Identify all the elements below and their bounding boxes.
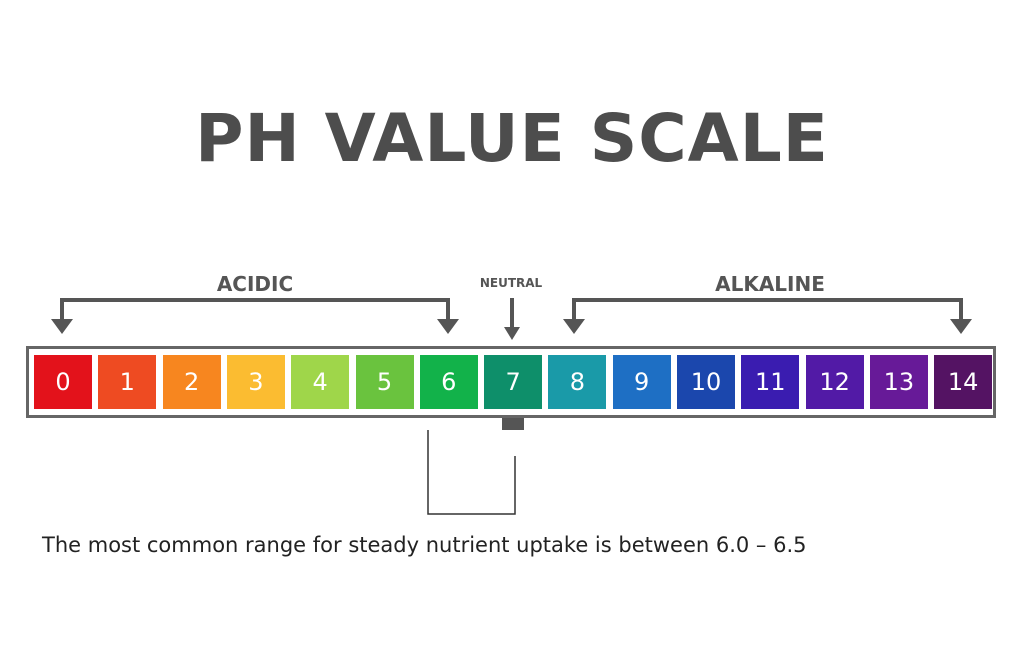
- neutral-arrow-icon: [504, 327, 520, 340]
- ph-cell-4: 4: [291, 355, 350, 409]
- ph-cell-10: 10: [677, 355, 735, 409]
- ph-cell-1: 1: [98, 355, 157, 409]
- ph-cell-14: 14: [934, 355, 993, 409]
- acidic-label: ACIDIC: [216, 272, 294, 296]
- page-title: PH VALUE SCALE: [195, 100, 829, 177]
- range-connector-line: [427, 430, 516, 515]
- ph-cell-9: 9: [612, 355, 671, 409]
- nutrient-range-note: The most common range for steady nutrien…: [42, 533, 807, 557]
- acidic-left-arrow-icon: [51, 319, 73, 334]
- ph-scale-bar: 0 1 2 3 4 5 6 7 8 9 10 11 12 13 14: [26, 346, 996, 418]
- ph-cell-5: 5: [355, 355, 414, 409]
- ph-cell-0: 0: [34, 355, 92, 409]
- ph-cell-3: 3: [226, 355, 285, 409]
- ph-cell-13: 13: [869, 355, 928, 409]
- acidic-right-arrow-icon: [437, 319, 459, 334]
- ph-cell-8: 8: [548, 355, 607, 409]
- alkaline-bracket: [572, 298, 963, 324]
- neutral-label: NEUTRAL: [479, 276, 543, 290]
- alkaline-left-arrow-icon: [563, 319, 585, 334]
- ph-cell-7: 7: [484, 355, 543, 409]
- ph-cell-6: 6: [419, 355, 478, 409]
- alkaline-label: ALKALINE: [715, 272, 825, 296]
- alkaline-right-arrow-icon: [950, 319, 972, 334]
- acidic-bracket: [60, 298, 450, 324]
- ph-cell-11: 11: [741, 355, 800, 409]
- ph-cell-12: 12: [805, 355, 864, 409]
- ph-cell-2: 2: [162, 355, 221, 409]
